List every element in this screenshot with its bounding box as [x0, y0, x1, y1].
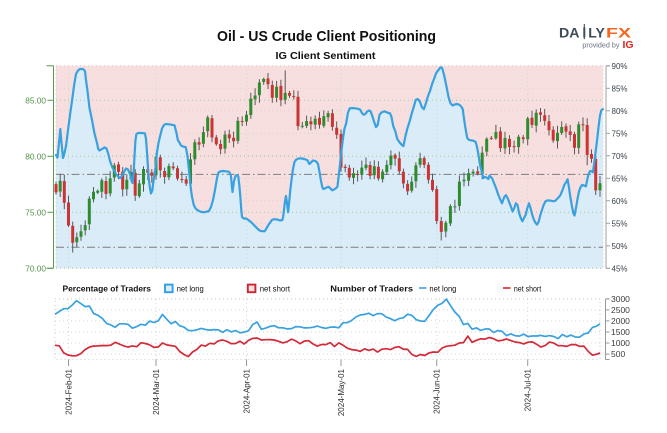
svg-text:2024-May-01: 2024-May-01	[337, 368, 346, 416]
svg-text:2500: 2500	[611, 305, 630, 315]
svg-text:2024-Apr-01: 2024-Apr-01	[243, 368, 252, 413]
svg-text:70%: 70%	[612, 152, 628, 161]
svg-text:2000: 2000	[611, 316, 630, 326]
svg-text:85.00: 85.00	[25, 95, 46, 105]
svg-text:80%: 80%	[612, 107, 628, 116]
svg-text:Number of Traders: Number of Traders	[330, 285, 413, 294]
svg-text:2024-Jul-01: 2024-Jul-01	[524, 368, 533, 411]
svg-text:Percentage of Traders: Percentage of Traders	[63, 285, 152, 294]
svg-text:85%: 85%	[612, 84, 628, 93]
svg-text:75%: 75%	[612, 129, 628, 138]
svg-text:50%: 50%	[612, 242, 628, 251]
svg-text:FX: FX	[606, 24, 632, 40]
svg-text:500: 500	[611, 349, 625, 359]
svg-text:Oil - US Crude Client Position: Oil - US Crude Client Positioning	[217, 28, 436, 45]
svg-text:IG: IG	[623, 39, 634, 51]
svg-text:80.00: 80.00	[25, 151, 46, 161]
svg-text:LY: LY	[588, 24, 605, 40]
svg-text:2024-Jun-01: 2024-Jun-01	[433, 368, 442, 413]
svg-text:2024-Feb-01: 2024-Feb-01	[65, 368, 74, 414]
svg-text:45%: 45%	[612, 264, 628, 273]
svg-text:net long: net long	[429, 285, 456, 294]
svg-text:70.00: 70.00	[25, 263, 46, 273]
svg-text:1500: 1500	[611, 327, 630, 337]
svg-text:60%: 60%	[612, 197, 628, 206]
svg-text:1000: 1000	[611, 338, 630, 348]
svg-text:DA: DA	[559, 24, 580, 40]
svg-text:IG Client Sentiment: IG Client Sentiment	[276, 51, 377, 62]
svg-text:2024-Mar-01: 2024-Mar-01	[152, 368, 161, 414]
svg-text:90%: 90%	[612, 62, 628, 71]
svg-text:55%: 55%	[612, 219, 628, 228]
svg-text:65%: 65%	[612, 174, 628, 183]
svg-text:75.00: 75.00	[25, 207, 46, 217]
svg-text:net long: net long	[177, 285, 204, 294]
svg-text:net short: net short	[260, 285, 291, 294]
svg-text:provided by: provided by	[582, 40, 620, 49]
svg-text:net short: net short	[514, 285, 542, 294]
svg-text:3000: 3000	[611, 294, 630, 304]
